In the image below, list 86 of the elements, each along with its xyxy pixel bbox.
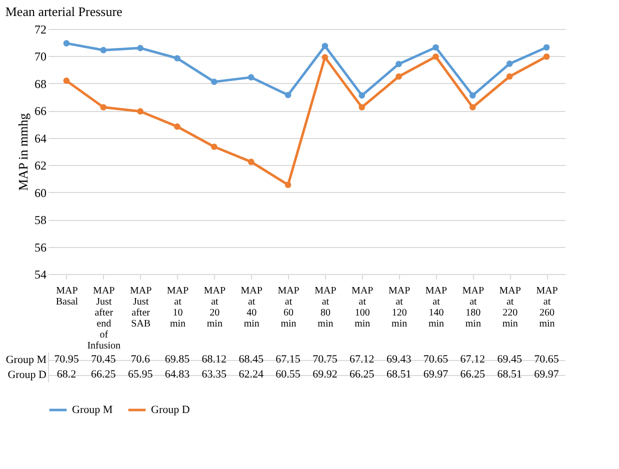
data-label: 68.2 xyxy=(56,368,76,380)
x-tick-label: MAP at 120 min xyxy=(388,286,411,330)
data-label: 66.25 xyxy=(91,368,116,380)
point xyxy=(358,92,366,99)
point xyxy=(211,144,218,150)
point xyxy=(470,104,476,110)
point xyxy=(284,182,292,188)
x-tick-label: MAP at 20 min xyxy=(204,286,226,330)
point xyxy=(137,108,144,115)
data-label: 70.45 xyxy=(91,354,116,366)
data-label: 68.51 xyxy=(386,368,412,380)
data-label: 67.12 xyxy=(460,354,486,366)
point xyxy=(137,44,144,52)
y-axis-title: MAP in mmhg xyxy=(16,112,30,191)
point xyxy=(506,73,513,80)
x-tick-label: MAP at 260 min xyxy=(536,286,558,330)
data-label: 70.65 xyxy=(534,354,560,366)
point xyxy=(432,53,439,60)
data-label: 69.97 xyxy=(534,368,560,380)
x-tick-label: MAP at 180 min xyxy=(462,286,484,330)
point xyxy=(100,104,107,110)
legend-label: Group D xyxy=(151,404,190,416)
point xyxy=(211,78,218,85)
data-label: 67.15 xyxy=(276,354,301,366)
data-label: 68.51 xyxy=(497,368,522,380)
point xyxy=(174,123,180,130)
y-tick-label: 72 xyxy=(34,22,46,36)
x-tick-label: MAP at 10 min xyxy=(166,286,190,330)
data-label: 69.43 xyxy=(386,354,412,366)
y-tick-label: 54 xyxy=(34,268,46,282)
data-label: 64.83 xyxy=(164,368,190,380)
x-tick-label: MAP Basal xyxy=(56,286,78,308)
data-label: 69.45 xyxy=(497,354,522,366)
point xyxy=(470,92,476,99)
y-tick-label: 66 xyxy=(34,104,46,118)
point xyxy=(396,73,402,80)
point xyxy=(174,55,180,62)
data-label: 66.25 xyxy=(350,368,375,380)
data-label: 68.12 xyxy=(202,354,227,366)
y-tick-label: 64 xyxy=(34,131,46,146)
point xyxy=(248,158,254,165)
point xyxy=(100,46,107,54)
y-tick-label: 68 xyxy=(34,76,46,91)
data-label: 69.97 xyxy=(423,368,449,380)
point xyxy=(284,92,292,98)
data-label: 70.65 xyxy=(423,354,449,366)
point xyxy=(543,44,550,51)
legend-label: Group M xyxy=(72,404,113,416)
data-label: 70.6 xyxy=(130,354,150,366)
point xyxy=(543,53,550,60)
x-tick-label: MAP Just after end of Infusion xyxy=(87,286,121,352)
point xyxy=(322,42,328,50)
x-tick-label: MAP at 220 min xyxy=(499,286,522,330)
data-label: 66.25 xyxy=(460,368,486,380)
data-label: 60.55 xyxy=(276,368,301,380)
data-label: 69.92 xyxy=(312,368,338,380)
data-label: 70.75 xyxy=(312,354,338,366)
point xyxy=(63,40,70,46)
data-label: 67.12 xyxy=(350,354,374,366)
point xyxy=(358,104,366,110)
chart-title: Mean arterial Pressure xyxy=(5,4,123,19)
data-label: 68.45 xyxy=(238,354,264,366)
point xyxy=(248,74,254,80)
y-tick-label: 62 xyxy=(34,158,46,173)
x-tick-label: MAP at 80 min xyxy=(314,286,337,330)
x-tick-label: MAP Just after SAB xyxy=(130,286,152,330)
x-tick-label: MAP at 60 min xyxy=(278,286,300,330)
data-label: 70.95 xyxy=(54,354,80,366)
data-label: 62.24 xyxy=(238,368,264,380)
y-tick-label: 58 xyxy=(34,213,46,228)
point xyxy=(396,60,402,68)
y-tick-label: 70 xyxy=(34,50,46,64)
point xyxy=(63,78,70,84)
x-tick-label: MAP at 100 min xyxy=(352,286,374,330)
x-tick-label: MAP at 40 min xyxy=(240,286,263,330)
data-label: 65.95 xyxy=(128,368,154,380)
text: Group D xyxy=(8,369,46,381)
data-label: 63.35 xyxy=(202,368,228,380)
text: Group M xyxy=(6,354,46,366)
point xyxy=(432,44,439,51)
y-tick-label: 60 xyxy=(34,186,46,200)
x-tick-label: MAP at 140 min xyxy=(425,286,448,330)
y-tick-label: 56 xyxy=(34,240,46,254)
data-label: 69.85 xyxy=(164,354,190,366)
point xyxy=(506,60,513,67)
point xyxy=(322,54,328,60)
